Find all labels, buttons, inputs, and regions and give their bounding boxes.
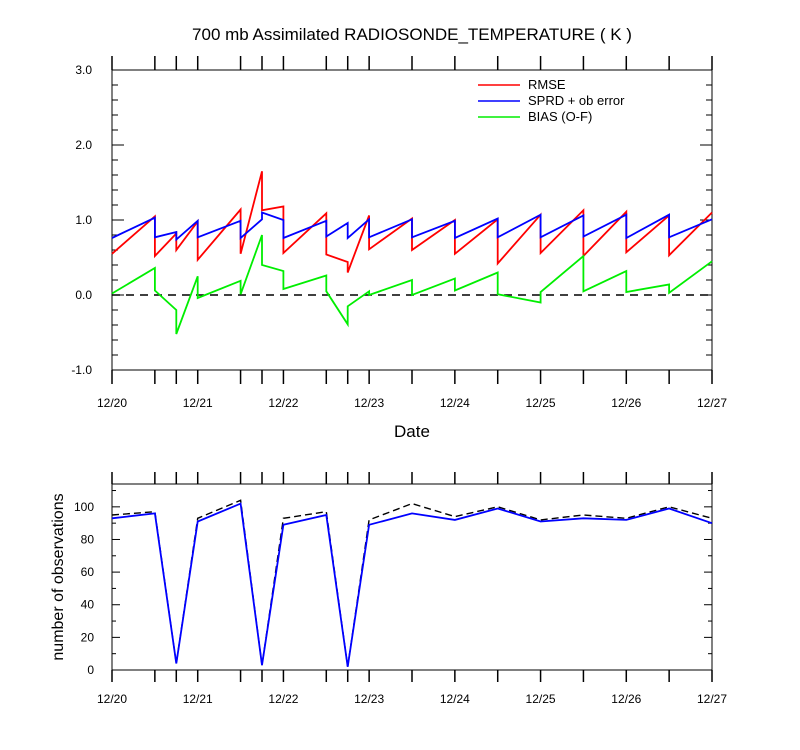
legend: RMSE SPRD + ob error BIAS (O-F) bbox=[478, 77, 625, 124]
x-tick-label: 12/25 bbox=[526, 396, 556, 410]
chart-title: 700 mb Assimilated RADIOSONDE_TEMPERATUR… bbox=[192, 25, 632, 44]
x-tick-label: 12/27 bbox=[697, 396, 727, 410]
x-tick-label: 12/26 bbox=[611, 692, 641, 706]
y-axis-label-observations: number of observations bbox=[50, 493, 67, 660]
y-tick-label: 80 bbox=[81, 532, 95, 546]
y-tick-label: 60 bbox=[81, 565, 95, 579]
x-tick-label: 12/22 bbox=[268, 396, 298, 410]
x-tick-label: 12/23 bbox=[354, 692, 384, 706]
x-tick-label: 12/20 bbox=[97, 396, 127, 410]
assimilated-observations-line bbox=[111, 502, 713, 667]
bottom-series-group bbox=[111, 499, 713, 667]
x-tick-label: 12/25 bbox=[526, 692, 556, 706]
y-tick-label: 2.0 bbox=[75, 138, 92, 152]
y-tick-label: -1.0 bbox=[71, 363, 92, 377]
sprd-series-line bbox=[111, 211, 713, 242]
bottom-plot-frame bbox=[111, 483, 713, 671]
legend-label-bias: BIAS (O-F) bbox=[528, 109, 592, 124]
top-series-group bbox=[111, 171, 713, 335]
legend-label-sprd: SPRD + ob error bbox=[528, 93, 625, 108]
x-tick-label: 12/22 bbox=[268, 692, 298, 706]
y-tick-label: 20 bbox=[81, 630, 95, 644]
bias-series-line bbox=[111, 234, 713, 335]
y-tick-label: 0.0 bbox=[75, 288, 92, 302]
legend-label-rmse: RMSE bbox=[528, 77, 566, 92]
y-tick-label: 100 bbox=[74, 500, 94, 514]
y-tick-label: 40 bbox=[81, 598, 95, 612]
y-tick-label: 0 bbox=[87, 663, 94, 677]
possible-observations-line bbox=[111, 499, 713, 667]
x-tick-label: 12/24 bbox=[440, 396, 470, 410]
top-axis-ticks: -1.0 0.0 1.0 2.0 3.0 12/20 12/21 12/22 12/23 12/2… bbox=[71, 56, 727, 410]
y-tick-label: 3.0 bbox=[75, 63, 92, 77]
x-tick-label: 12/21 bbox=[183, 692, 213, 706]
x-tick-label: 12/23 bbox=[354, 396, 384, 410]
x-tick-label: 12/26 bbox=[611, 396, 641, 410]
x-axis-label: Date bbox=[394, 422, 430, 441]
y-tick-label: 1.0 bbox=[75, 213, 92, 227]
x-tick-label: 12/24 bbox=[440, 692, 470, 706]
x-tick-label: 12/21 bbox=[183, 396, 213, 410]
bottom-axis-ticks: 0 20 40 60 80 100 12/20 12/21 12/22 12/23 12/24 12/… bbox=[74, 472, 727, 706]
x-tick-label: 12/27 bbox=[697, 692, 727, 706]
x-tick-label: 12/20 bbox=[97, 692, 127, 706]
